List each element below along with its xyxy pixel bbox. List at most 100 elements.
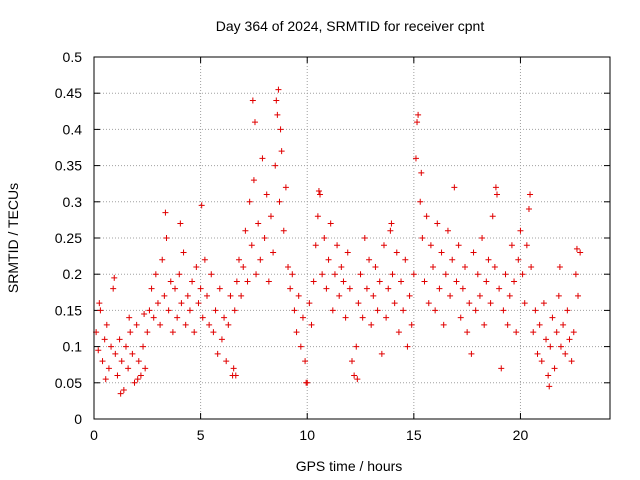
data-point <box>198 202 205 209</box>
data-point <box>133 321 140 328</box>
data-point <box>308 321 315 328</box>
data-point <box>481 321 488 328</box>
data-point <box>191 329 198 336</box>
data-point <box>515 256 522 263</box>
data-point <box>275 86 282 93</box>
data-point <box>325 256 332 263</box>
data-point <box>340 278 347 285</box>
data-point <box>472 307 479 314</box>
data-point <box>376 278 383 285</box>
data-point <box>538 358 545 365</box>
data-point <box>425 300 432 307</box>
data-point <box>351 372 358 379</box>
data-point <box>545 372 552 379</box>
data-point <box>342 314 349 321</box>
data-point <box>391 300 398 307</box>
data-point <box>141 311 148 318</box>
data-point <box>557 343 564 350</box>
data-point <box>235 256 242 263</box>
data-point <box>363 285 370 292</box>
data-point <box>543 336 550 343</box>
data-point <box>101 336 108 343</box>
data-point <box>334 242 341 249</box>
data-point <box>310 278 317 285</box>
data-point <box>483 278 490 285</box>
data-point <box>265 278 272 285</box>
data-point <box>150 314 157 321</box>
data-point <box>536 321 543 328</box>
data-point <box>221 314 228 321</box>
data-point <box>152 271 159 278</box>
data-point <box>368 321 375 328</box>
data-point <box>105 365 112 372</box>
data-point <box>372 263 379 270</box>
data-point <box>421 278 428 285</box>
data-point <box>161 292 168 299</box>
data-point <box>485 256 492 263</box>
y-tick-label: 0.35 <box>55 158 82 174</box>
data-point <box>546 383 553 390</box>
y-tick-label: 0.15 <box>55 302 82 318</box>
data-point <box>246 198 253 205</box>
chart-title: Day 364 of 2024, SRMTID for receiver cpn… <box>216 18 485 34</box>
data-point <box>414 119 421 126</box>
data-point <box>566 336 573 343</box>
data-point <box>432 307 439 314</box>
data-point <box>285 263 292 270</box>
data-point <box>346 285 353 292</box>
data-point <box>462 263 469 270</box>
data-point <box>259 155 266 162</box>
data-point <box>249 97 256 104</box>
data-point <box>172 285 179 292</box>
data-point <box>99 358 106 365</box>
data-point <box>134 376 141 383</box>
data-point <box>214 350 221 357</box>
data-point <box>103 321 110 328</box>
data-point <box>430 263 437 270</box>
data-point <box>295 292 302 299</box>
data-point <box>387 227 394 234</box>
data-point <box>140 343 147 350</box>
data-point <box>423 213 430 220</box>
data-point <box>487 300 494 307</box>
data-point <box>146 307 153 314</box>
data-point <box>398 278 405 285</box>
data-point <box>464 329 471 336</box>
data-point <box>534 350 541 357</box>
data-point <box>568 358 575 365</box>
data-point <box>280 227 287 234</box>
data-point <box>359 314 366 321</box>
y-tick-label: 0 <box>74 411 82 427</box>
data-point <box>551 365 558 372</box>
data-point <box>451 184 458 191</box>
data-point <box>169 329 176 336</box>
data-point <box>361 235 368 241</box>
data-point <box>127 329 134 336</box>
data-point <box>148 285 155 292</box>
data-point <box>250 177 257 184</box>
data-point <box>122 343 129 350</box>
data-point <box>402 256 409 263</box>
data-point <box>144 329 151 336</box>
data-point <box>282 184 289 191</box>
data-point <box>388 220 395 227</box>
data-point <box>436 285 443 292</box>
x-tick-label: 5 <box>197 427 205 443</box>
data-point <box>253 271 260 278</box>
data-point <box>389 271 396 278</box>
data-point <box>218 336 225 343</box>
data-point <box>227 292 234 299</box>
data-point <box>577 249 584 256</box>
data-point <box>383 314 390 321</box>
data-point <box>272 162 279 169</box>
data-point <box>117 390 124 397</box>
y-tick-label: 0.45 <box>55 85 82 101</box>
data-point <box>178 300 185 307</box>
data-point <box>434 220 441 227</box>
data-point <box>540 300 547 307</box>
data-point <box>466 300 473 307</box>
data-point <box>366 256 373 263</box>
data-point <box>440 321 447 328</box>
data-point <box>556 263 563 270</box>
data-point <box>553 329 560 336</box>
